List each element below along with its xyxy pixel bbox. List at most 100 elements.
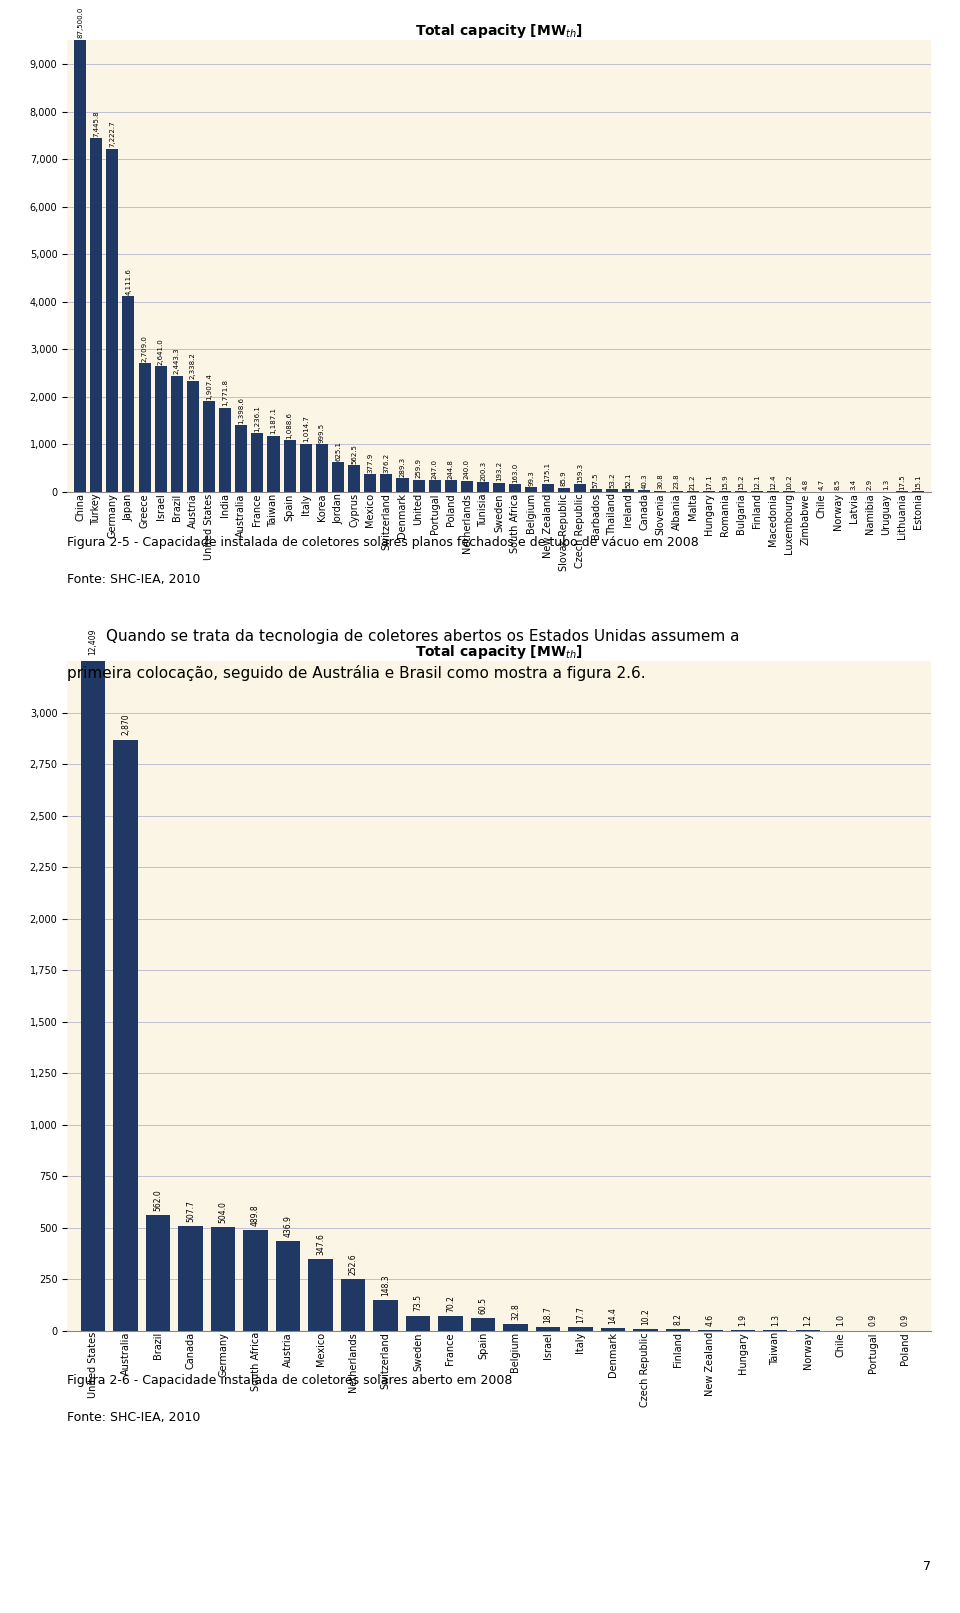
Bar bbox=[113, 740, 138, 1331]
Bar bbox=[138, 363, 151, 492]
Text: 23.8: 23.8 bbox=[674, 474, 680, 489]
Text: 7: 7 bbox=[924, 1560, 931, 1573]
Text: 247.0: 247.0 bbox=[432, 458, 438, 479]
Bar bbox=[252, 434, 263, 492]
Bar bbox=[155, 366, 167, 492]
Text: 7,445.8: 7,445.8 bbox=[93, 110, 99, 137]
Text: 2.9: 2.9 bbox=[867, 479, 873, 490]
Bar bbox=[413, 479, 424, 492]
Text: 999.5: 999.5 bbox=[319, 423, 324, 444]
Text: 18.7: 18.7 bbox=[543, 1307, 552, 1323]
Text: 21.2: 21.2 bbox=[689, 474, 696, 489]
Text: 175.1: 175.1 bbox=[544, 461, 550, 482]
Text: 4.6: 4.6 bbox=[706, 1313, 715, 1326]
Text: 30.8: 30.8 bbox=[658, 473, 663, 489]
Bar bbox=[81, 661, 106, 1331]
Text: 244.8: 244.8 bbox=[448, 460, 454, 479]
Bar bbox=[211, 1227, 235, 1331]
Text: 8.5: 8.5 bbox=[834, 479, 841, 490]
Text: 10.2: 10.2 bbox=[786, 474, 792, 490]
Text: 15.2: 15.2 bbox=[738, 474, 744, 490]
Text: 57.5: 57.5 bbox=[593, 473, 599, 487]
Text: 289.3: 289.3 bbox=[399, 456, 405, 477]
Text: 240.0: 240.0 bbox=[464, 460, 470, 479]
Text: 85.9: 85.9 bbox=[561, 471, 566, 487]
Text: 99.3: 99.3 bbox=[528, 469, 535, 486]
Text: 12.4: 12.4 bbox=[770, 474, 777, 490]
Bar bbox=[493, 482, 505, 492]
Text: Quando se trata da tecnologia de coletores abertos os Estados Unidas assumem a: Quando se trata da tecnologia de coletor… bbox=[67, 629, 740, 644]
Bar bbox=[461, 481, 473, 492]
Bar bbox=[470, 1318, 495, 1331]
Text: 17.7: 17.7 bbox=[576, 1307, 585, 1323]
Bar bbox=[107, 148, 118, 492]
Bar bbox=[634, 1329, 658, 1331]
Title: Total capacity [MW$_{th}$]: Total capacity [MW$_{th}$] bbox=[415, 21, 584, 40]
Bar bbox=[146, 1215, 170, 1331]
Text: 4.8: 4.8 bbox=[803, 479, 808, 490]
Text: 1.2: 1.2 bbox=[804, 1315, 812, 1326]
Bar bbox=[558, 487, 569, 492]
Bar bbox=[503, 1324, 528, 1331]
Text: 7,222.7: 7,222.7 bbox=[109, 121, 115, 147]
Text: 12,409: 12,409 bbox=[88, 629, 98, 655]
Bar bbox=[244, 1229, 268, 1331]
Bar bbox=[536, 1327, 560, 1331]
Text: 73.5: 73.5 bbox=[414, 1295, 422, 1311]
Text: 8.2: 8.2 bbox=[673, 1313, 683, 1324]
Text: 53.2: 53.2 bbox=[609, 473, 615, 489]
Text: 1.3: 1.3 bbox=[771, 1315, 780, 1326]
Text: 10.2: 10.2 bbox=[641, 1308, 650, 1324]
Bar bbox=[406, 1316, 430, 1331]
Text: 2,641.0: 2,641.0 bbox=[157, 339, 164, 365]
Bar bbox=[439, 1316, 463, 1331]
Bar bbox=[74, 40, 86, 492]
Bar bbox=[568, 1327, 592, 1331]
Text: 32.8: 32.8 bbox=[511, 1303, 520, 1319]
Text: 4.7: 4.7 bbox=[819, 479, 825, 490]
Bar bbox=[574, 484, 586, 492]
Text: 1.0: 1.0 bbox=[836, 1315, 845, 1326]
Bar bbox=[341, 1279, 365, 1331]
Bar bbox=[606, 489, 618, 492]
Text: 259.9: 259.9 bbox=[416, 458, 421, 477]
Text: 4,111.6: 4,111.6 bbox=[126, 268, 132, 295]
Text: 163.0: 163.0 bbox=[513, 463, 518, 482]
Text: 193.2: 193.2 bbox=[496, 461, 502, 481]
Bar bbox=[90, 139, 103, 492]
Text: Fonte: SHC-IEA, 2010: Fonte: SHC-IEA, 2010 bbox=[67, 573, 201, 586]
Bar bbox=[203, 402, 215, 492]
Bar bbox=[477, 482, 490, 492]
Text: 436.9: 436.9 bbox=[283, 1215, 293, 1237]
Bar bbox=[300, 444, 312, 492]
Bar bbox=[373, 1300, 397, 1331]
Text: Figura 2-6 - Capacidade instalada de coletores solares aberto em 2008: Figura 2-6 - Capacidade instalada de col… bbox=[67, 1374, 513, 1387]
Text: 347.6: 347.6 bbox=[316, 1232, 325, 1255]
Bar bbox=[589, 489, 602, 492]
Bar bbox=[525, 487, 538, 492]
Text: Figura 2-5 - Capacidade instalada de coletores solares planos fechados e de tubo: Figura 2-5 - Capacidade instalada de col… bbox=[67, 536, 699, 548]
Text: 15.1: 15.1 bbox=[915, 474, 922, 490]
Text: 14.4: 14.4 bbox=[609, 1307, 617, 1324]
Text: 87,500.0: 87,500.0 bbox=[77, 6, 84, 39]
Text: 1.3: 1.3 bbox=[883, 479, 889, 490]
Text: 15.9: 15.9 bbox=[722, 474, 728, 490]
Bar bbox=[541, 484, 554, 492]
Text: 1,187.1: 1,187.1 bbox=[271, 406, 276, 434]
Bar bbox=[308, 1260, 333, 1331]
Bar bbox=[316, 445, 328, 492]
Title: Total capacity [MW$_{th}$]: Total capacity [MW$_{th}$] bbox=[415, 642, 584, 661]
Text: 2,338.2: 2,338.2 bbox=[190, 353, 196, 379]
Text: 3.4: 3.4 bbox=[851, 479, 857, 490]
Bar bbox=[179, 1226, 203, 1331]
Bar bbox=[219, 408, 231, 492]
Text: 1,236.1: 1,236.1 bbox=[254, 405, 260, 432]
Text: 376.2: 376.2 bbox=[383, 453, 390, 473]
Text: primeira colocação, seguido de Austrália e Brasil como mostra a figura 2.6.: primeira colocação, seguido de Austrália… bbox=[67, 665, 646, 681]
Text: 1,088.6: 1,088.6 bbox=[287, 411, 293, 439]
Text: 1,907.4: 1,907.4 bbox=[206, 373, 212, 400]
Text: 1,398.6: 1,398.6 bbox=[238, 397, 244, 424]
Bar bbox=[364, 474, 376, 492]
Bar bbox=[444, 481, 457, 492]
Text: 40.3: 40.3 bbox=[641, 473, 647, 489]
